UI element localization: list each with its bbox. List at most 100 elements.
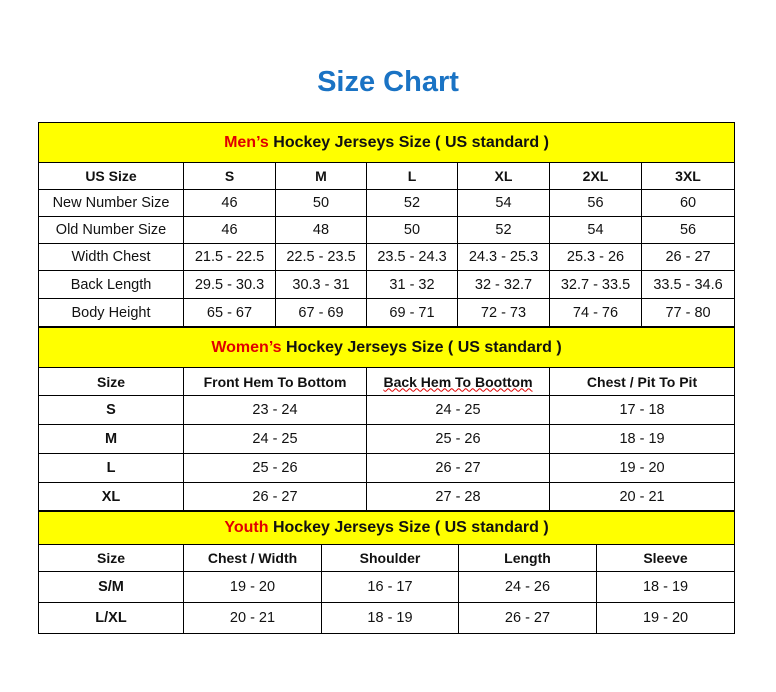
- row-label: M: [38, 424, 184, 454]
- table-cell: 52: [366, 189, 458, 217]
- table-cell: 26 - 27: [366, 453, 550, 483]
- table-row: M 24 - 25 25 - 26 18 - 19: [38, 424, 736, 454]
- table-row: Old Number Size 46 48 50 52 54 56: [38, 216, 736, 244]
- table-cell: 26 - 27: [458, 602, 597, 634]
- table-cell: 22.5 - 23.5: [275, 243, 367, 271]
- table-cell: 52: [457, 216, 550, 244]
- youth-size-table: Youth Hockey Jerseys Size ( US standard …: [37, 511, 736, 634]
- header-row: Size Chest / Width Shoulder Length Sleeve: [38, 544, 736, 572]
- column-header: Size: [38, 544, 184, 572]
- youth-section-title: Youth Hockey Jerseys Size ( US standard …: [37, 511, 736, 545]
- row-label: Body Height: [38, 298, 184, 327]
- table-cell: 19 - 20: [595, 602, 736, 634]
- table-cell: 20 - 21: [183, 602, 322, 634]
- table-cell: 23 - 24: [183, 395, 367, 425]
- table-cell: 26 - 27: [640, 243, 736, 271]
- table-cell: 56: [549, 189, 642, 217]
- column-header: M: [275, 162, 367, 190]
- table-cell: 33.5 - 34.6: [640, 270, 736, 299]
- table-row: L 25 - 26 26 - 27 19 - 20: [38, 453, 736, 483]
- table-cell: 72 - 73: [457, 298, 550, 327]
- row-label: L: [38, 453, 184, 483]
- table-cell: 24 - 26: [458, 571, 597, 603]
- column-header: L: [366, 162, 458, 190]
- table-row: Width Chest 21.5 - 22.5 22.5 - 23.5 23.5 - …: [38, 243, 736, 271]
- table-cell: 67 - 69: [275, 298, 367, 327]
- column-header-label: M: [315, 168, 327, 184]
- womens-size-table: Women’s Hockey Jerseys Size ( US standar…: [37, 327, 736, 511]
- table-cell: 18 - 19: [595, 571, 736, 603]
- column-header: Chest / Pit To Pit: [548, 367, 736, 396]
- table-cell: 46: [183, 216, 276, 244]
- table-cell: 25 - 26: [183, 453, 367, 483]
- column-header: Shoulder: [321, 544, 459, 572]
- column-header-label: Shoulder: [359, 550, 421, 566]
- section-title-text: Hockey Jerseys Size ( US standard ): [268, 133, 549, 151]
- row-label: S/M: [38, 571, 184, 603]
- section-title-text: Hockey Jerseys Size ( US standard ): [281, 338, 562, 356]
- column-header-label: US Size: [85, 168, 137, 184]
- column-header-label: Chest / Pit To Pit: [586, 373, 698, 390]
- row-label: L/XL: [38, 602, 184, 634]
- column-header-label: S: [224, 168, 235, 184]
- table-cell: 19 - 20: [183, 571, 322, 603]
- table-row: S 23 - 24 24 - 25 17 - 18: [38, 395, 736, 425]
- womens-section-title: Women’s Hockey Jerseys Size ( US standar…: [37, 327, 736, 368]
- section-title-text: Hockey Jerseys Size ( US standard ): [268, 519, 549, 536]
- header-row: US Size S M L XL 2XL 3XL: [38, 162, 736, 190]
- table-cell: 74 - 76: [549, 298, 642, 327]
- section-title-highlight: Youth: [224, 519, 269, 536]
- table-cell: 18 - 19: [321, 602, 459, 634]
- row-label: XL: [38, 482, 184, 511]
- table-cell: 50: [275, 189, 367, 217]
- column-header: US Size: [38, 162, 184, 190]
- table-cell: 25.3 - 26: [549, 243, 642, 271]
- table-cell: 24 - 25: [183, 424, 367, 454]
- mens-size-table: Men’s Hockey Jerseys Size ( US standard …: [37, 122, 736, 327]
- column-header-label: Chest / Width: [207, 550, 298, 566]
- row-label: Width Chest: [38, 243, 184, 271]
- table-cell: 25 - 26: [366, 424, 550, 454]
- column-header-label: XL: [494, 168, 513, 184]
- table-cell: 23.5 - 24.3: [366, 243, 458, 271]
- table-cell: 29.5 - 30.3: [183, 270, 276, 299]
- column-header: S: [183, 162, 276, 190]
- column-header: Sleeve: [595, 544, 736, 572]
- table-cell: 32 - 32.7: [457, 270, 550, 299]
- table-cell: 48: [275, 216, 367, 244]
- column-header-label: 3XL: [675, 168, 701, 184]
- column-header: XL: [457, 162, 550, 190]
- table-row: New Number Size 46 50 52 54 56 60: [38, 189, 736, 217]
- table-cell: 69 - 71: [366, 298, 458, 327]
- table-cell: 16 - 17: [321, 571, 459, 603]
- table-cell: 24 - 25: [366, 395, 550, 425]
- table-cell: 50: [366, 216, 458, 244]
- table-cell: 21.5 - 22.5: [183, 243, 276, 271]
- row-label: Back Length: [38, 270, 184, 299]
- column-header-label: Length: [504, 550, 551, 566]
- table-row: L/XL 20 - 21 18 - 19 26 - 27 19 - 20: [38, 602, 736, 634]
- table-cell: 46: [183, 189, 276, 217]
- column-header: Back Hem To Boottom: [366, 367, 550, 396]
- header-row: Size Front Hem To Bottom Back Hem To Boott…: [38, 367, 736, 396]
- column-header: Size: [38, 367, 184, 396]
- table-cell: 32.7 - 33.5: [549, 270, 642, 299]
- page-title: Size Chart: [317, 66, 459, 98]
- table-cell: 65 - 67: [183, 298, 276, 327]
- table-cell: 54: [549, 216, 642, 244]
- table-cell: 19 - 20: [548, 453, 736, 483]
- table-cell: 24.3 - 25.3: [457, 243, 550, 271]
- table-cell: 56: [640, 216, 736, 244]
- table-row: Back Length 29.5 - 30.3 30.3 - 31 31 - 32 32…: [38, 270, 736, 299]
- table-cell: 77 - 80: [640, 298, 736, 327]
- column-header: Front Hem To Bottom: [183, 367, 367, 396]
- section-title-highlight: Men’s: [224, 133, 269, 151]
- table-cell: 31 - 32: [366, 270, 458, 299]
- table-cell: 27 - 28: [366, 482, 550, 511]
- row-label: Old Number Size: [38, 216, 184, 244]
- table-row: S/M 19 - 20 16 - 17 24 - 26 18 - 19: [38, 571, 736, 603]
- row-label: S: [38, 395, 184, 425]
- table-cell: 20 - 21: [548, 482, 736, 511]
- column-header-label: Size: [96, 550, 125, 566]
- section-title-highlight: Women’s: [211, 338, 282, 356]
